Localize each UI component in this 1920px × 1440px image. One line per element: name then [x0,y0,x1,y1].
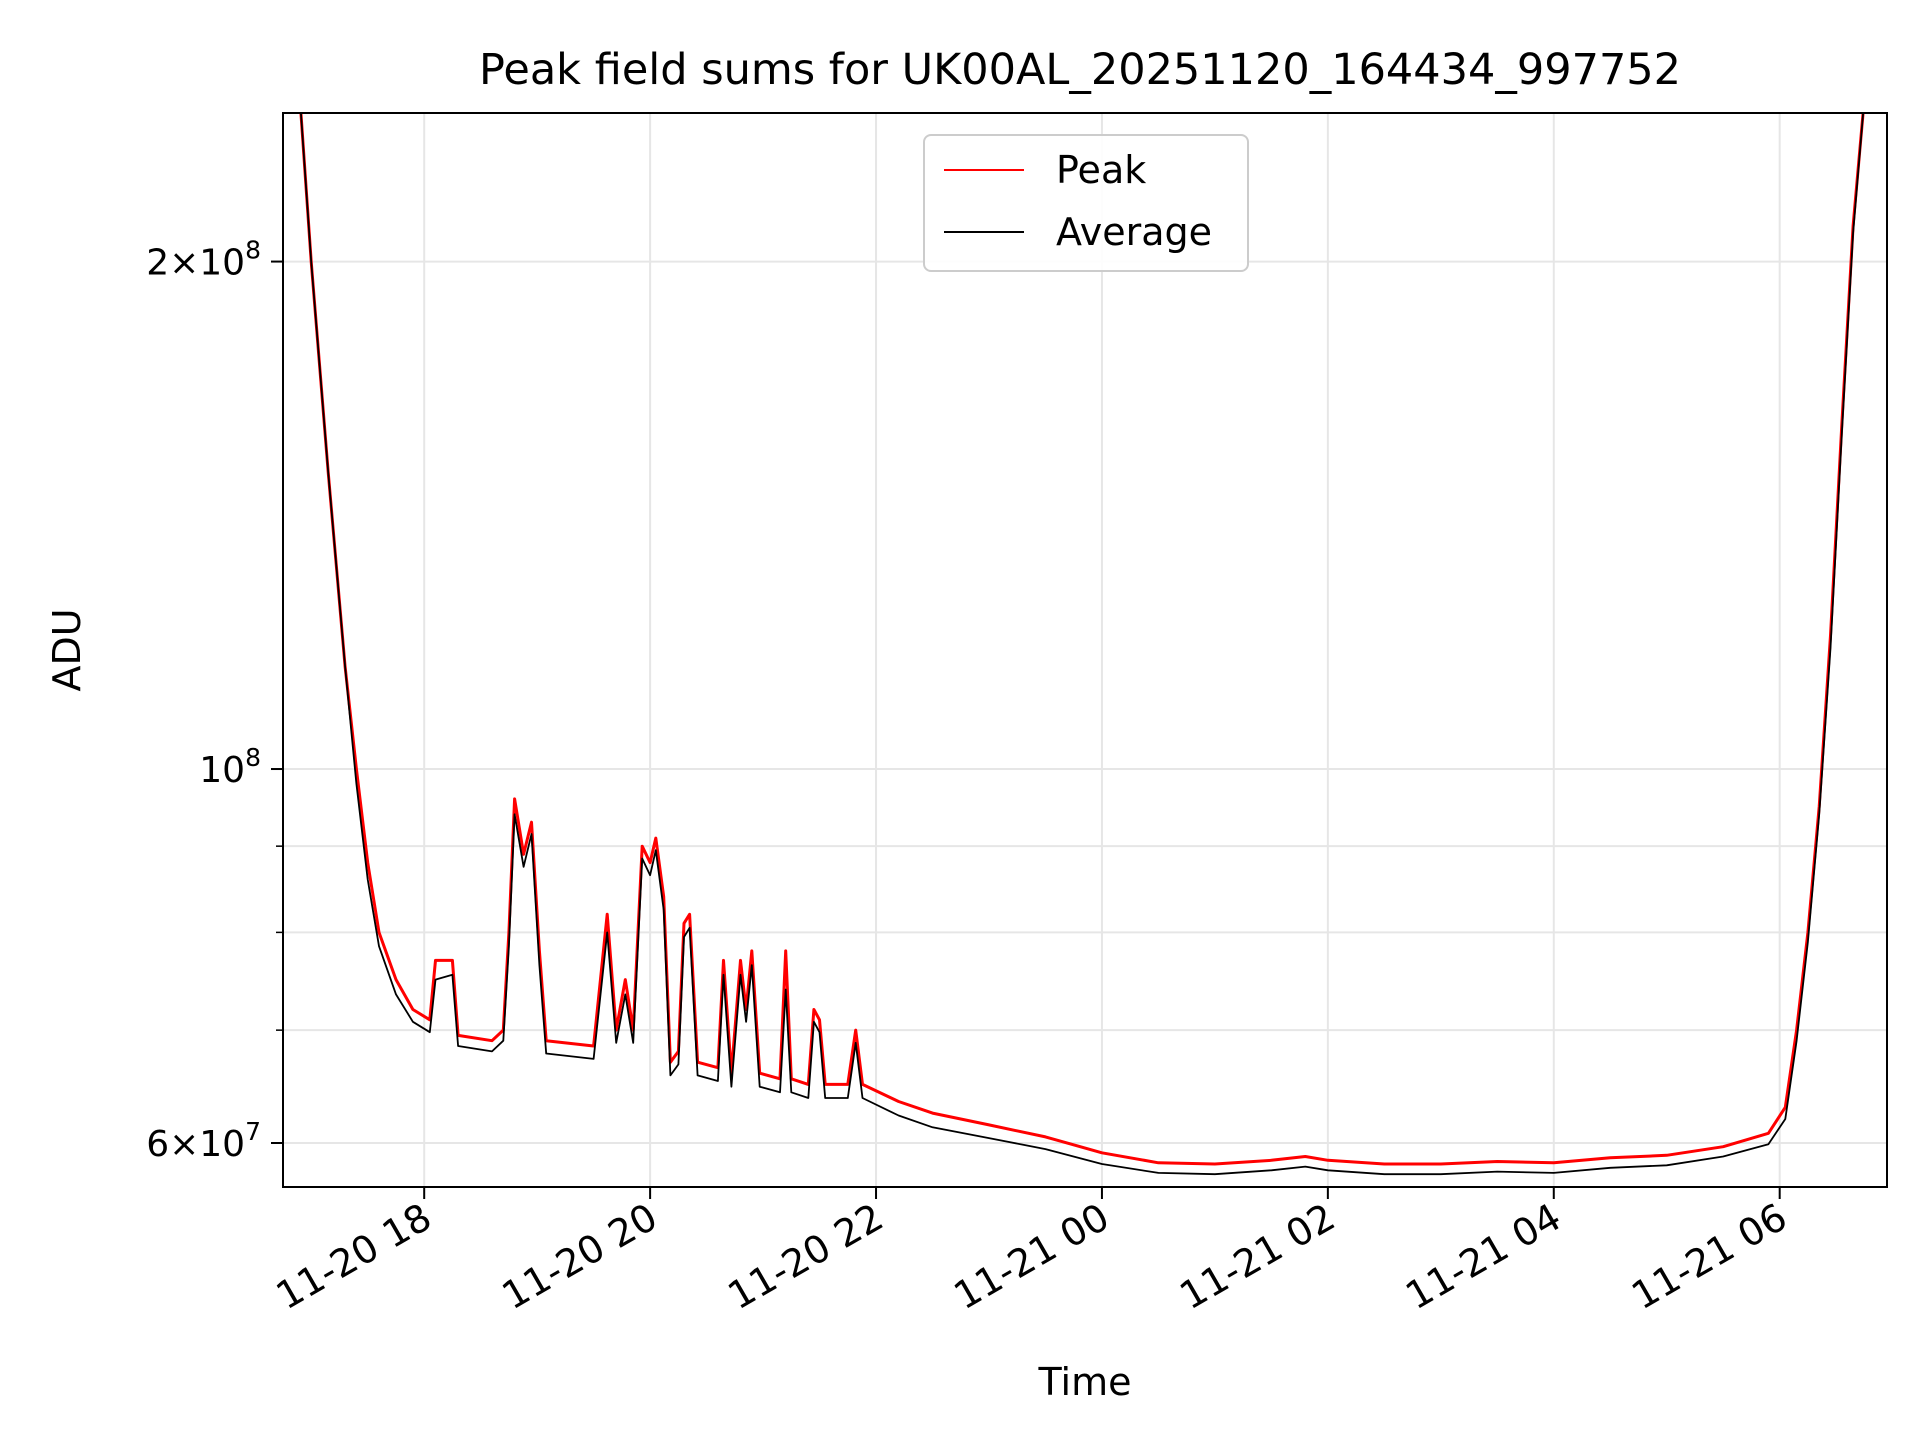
y-tick-label: 2×108 [146,236,261,284]
series-line-average [300,113,1865,1176]
y-tick-label: 108 [199,743,261,791]
y-tick-label: 6×107 [146,1117,261,1165]
series-line-peak [299,113,1865,1166]
y-axis: 6×107 108 2×108 [146,236,283,1165]
series-layer [299,113,1865,1176]
legend-label-peak: Peak [1056,148,1146,192]
chart-title: Peak field sums for UK00AL_20251120_1644… [479,45,1681,95]
legend: Peak Average [923,134,1249,272]
y-axis-label: ADU [45,608,89,691]
plot-frame [282,112,1888,1188]
x-axis-label: Time [1038,1360,1132,1404]
legend-label-average: Average [1056,210,1212,254]
grid [283,113,1887,1187]
